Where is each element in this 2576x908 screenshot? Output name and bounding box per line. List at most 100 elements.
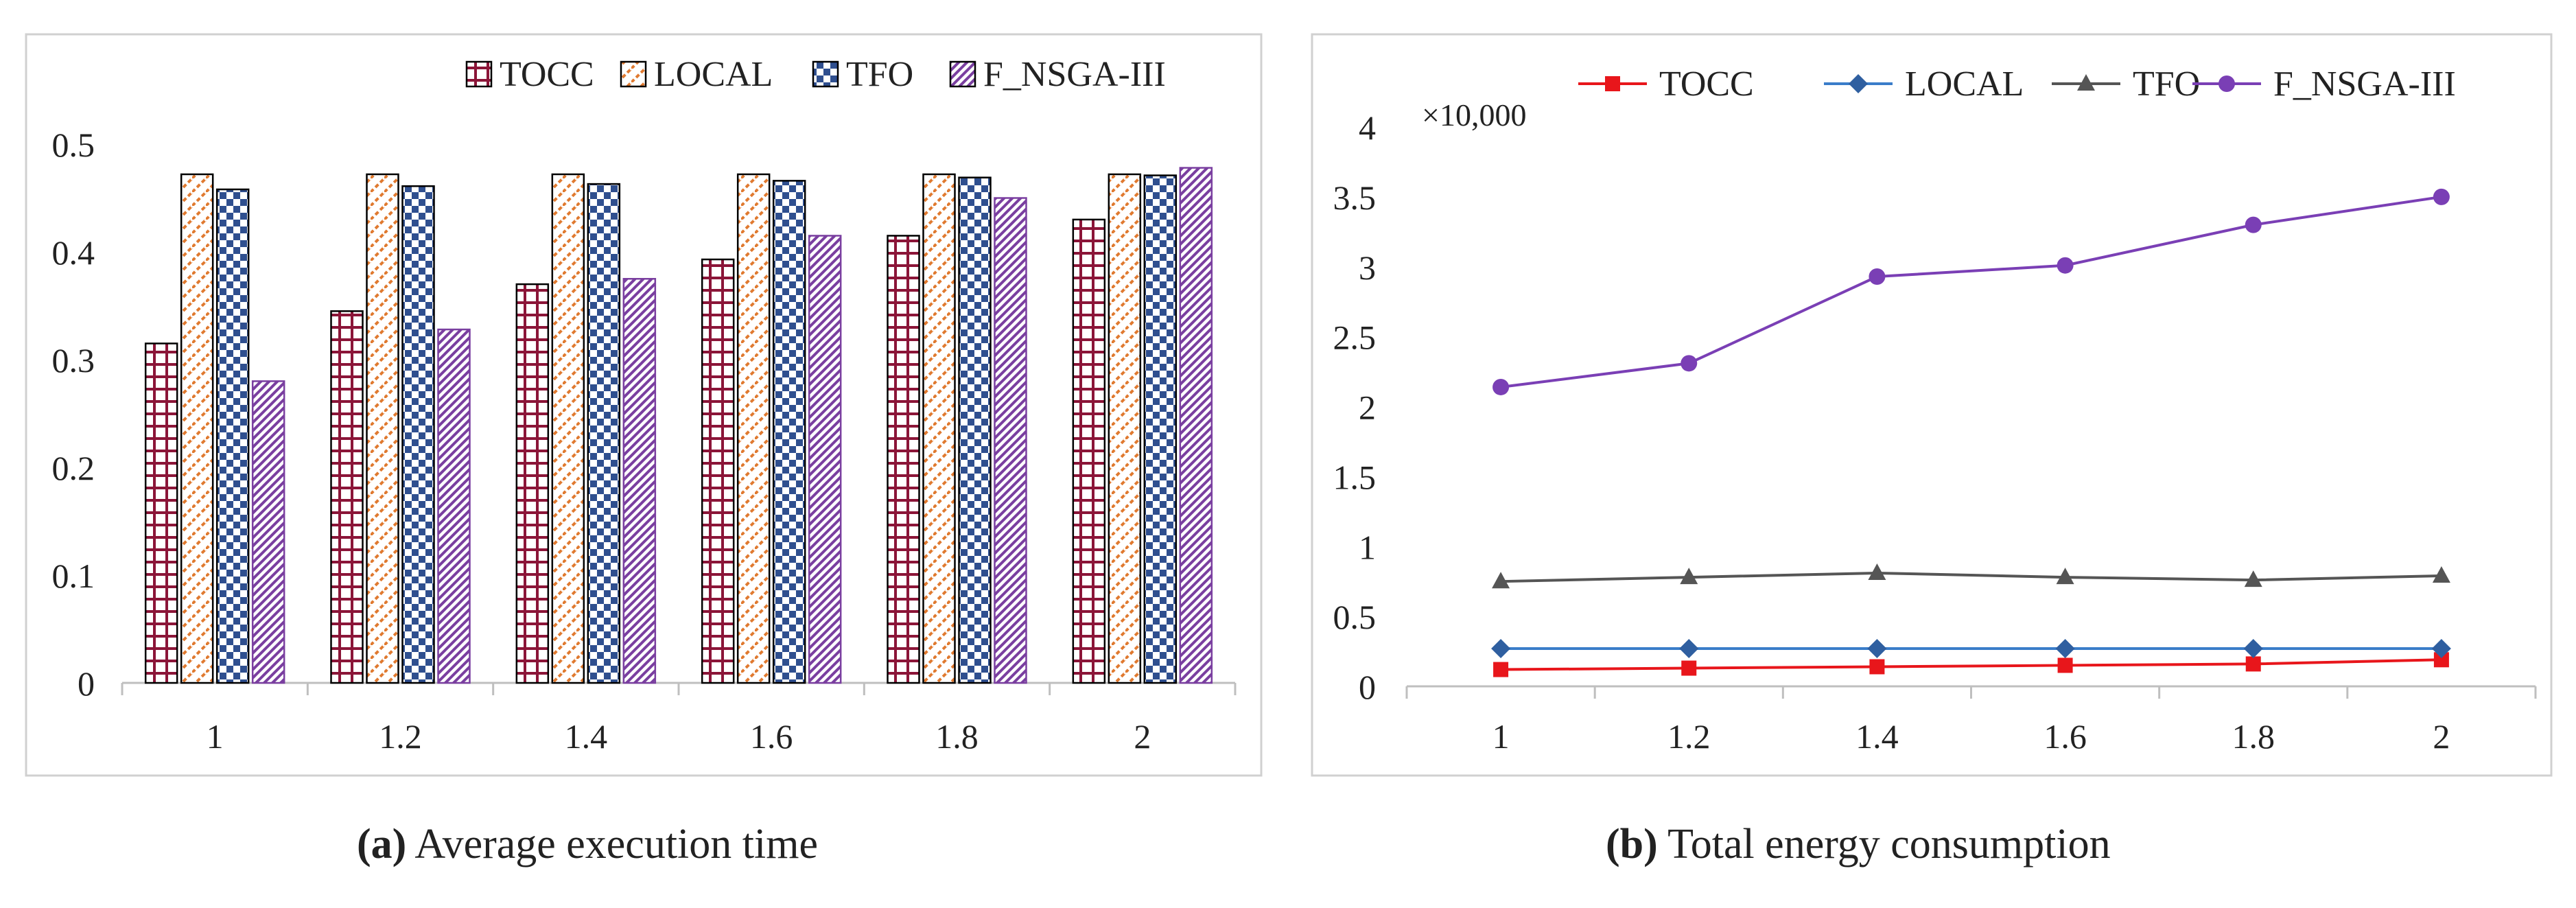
bar-tocc [144,342,178,684]
y-tick-label: 0.5 [1333,598,1377,636]
bar-local [551,173,585,684]
legend-swatch-f-nsga-iii [949,60,976,88]
bar-local [366,173,399,684]
caption-a-label: (a) [357,821,407,868]
x-tick-label: 1 [1492,717,1510,756]
x-tick-label: 1.2 [1667,717,1711,756]
y-tick-label: 0.3 [52,341,95,380]
point-f-nsga-iii [2245,216,2262,233]
y-tick-label: 2.5 [1333,318,1377,357]
x-tick-label: 1.4 [565,717,608,756]
legend-marker-tocc [1605,76,1620,91]
bar-tfo [772,180,806,684]
legend-label-local: LOCAL [1905,65,2024,104]
point-local [2055,638,2075,658]
line-f-nsga-iii [1500,195,2442,388]
point-f-nsga-iii [1869,268,1886,286]
bar-tfo [1143,174,1178,684]
bar-f-nsga-iii [1179,167,1213,684]
legend-label-f-nsga-iii: F_NSGA-III [983,55,1166,94]
y-tick-label: 0.2 [52,449,95,487]
x-tick-label: 1.8 [2232,717,2275,756]
legend-label-local: LOCAL [654,55,773,94]
point-tocc [2245,656,2261,672]
point-f-nsga-iii [1492,378,1510,395]
point-tocc [1681,660,1697,676]
x-tick-label: 1.2 [379,717,422,756]
bar-tocc [515,283,550,684]
y-tick-label: 0.5 [52,126,95,164]
y-tick-label: 1.5 [1333,458,1377,496]
legend-marker-f-nsga-iii [2218,75,2235,92]
x-tick-label: 1.8 [935,717,979,756]
y-tick-label: 0.1 [52,557,95,595]
point-f-nsga-iii [2433,188,2450,205]
legend-swatch-tocc [465,60,493,88]
point-tocc [2057,657,2073,673]
bar-tocc [701,258,735,684]
bar-tfo [587,183,621,684]
y-tick-label: 3 [1359,248,1376,287]
x-tick-label: 2 [2433,717,2450,756]
legend-label-tfo: TFO [846,55,913,94]
point-local [1491,638,1511,658]
bar-f-nsga-iii [808,235,842,684]
point-f-nsga-iii [2057,257,2074,274]
y-tick-label: 4 [1359,108,1376,147]
x-tick-label: 1.6 [2044,717,2087,756]
x-tick-label: 1.6 [750,717,793,756]
bar-tocc [330,310,364,684]
y-tick-label: 0 [78,664,95,703]
point-f-nsga-iii [1681,355,1698,372]
point-tfo [1680,568,1698,585]
bar-f-nsga-iii [251,380,285,684]
y-tick-label: 0 [1359,668,1376,706]
bar-f-nsga-iii [622,278,657,684]
caption-b-text: Total energy consumption [1667,821,2111,868]
x-tick-label: 1.4 [1855,717,1899,756]
line-chart-energy-consumption: 0 0.5 1 1.5 2 2.5 3 3.5 4 ×10,000 1 1.2 1.4 1.6 1.8 2 TO… [1333,65,2537,756]
point-local [1867,638,1887,658]
bar-tfo [401,185,435,684]
caption-a-text: Average execution time [414,821,818,868]
y-tick-label: 0.4 [52,233,95,272]
bar-tocc [1072,218,1106,684]
legend-marker-local [1849,74,1868,93]
caption-b-label: (b) [1606,821,1658,868]
x-tick-label: 1 [207,717,224,756]
bar-tfo [958,176,992,684]
caption-a: (a) Average execution time [357,820,818,889]
point-tfo [2056,568,2074,585]
point-local [2431,638,2451,658]
bar-local [922,173,956,684]
point-tfo [1492,572,1510,589]
x-tick-label: 2 [1134,717,1151,756]
bar-f-nsga-iii [437,328,471,684]
point-tfo [2432,566,2450,583]
y-tick-label: 1 [1359,528,1376,566]
multiplier-label: ×10,000 [1422,97,1526,132]
legend-label-tocc: TOCC [1659,65,1754,104]
bar-tfo [215,188,250,684]
bar-local [736,173,771,684]
point-tfo [2244,570,2262,587]
point-tocc [1869,659,1885,675]
legend-marker-tfo [2077,74,2095,91]
y-tick-label: 3.5 [1333,178,1377,217]
point-local [1679,638,1699,658]
caption-b: (b) Total energy consumption [1606,820,2111,889]
point-tocc [1493,662,1509,677]
panel-b-frame [1311,33,2553,777]
point-local [2243,638,2263,658]
bar-chart-execution-time: 0 0.1 0.2 0.3 0.4 0.5 1 1.2 1.4 1.6 1.8 2 TOCC LOCAL T… [52,55,1237,756]
legend-swatch-local [620,60,647,88]
bar-tocc [887,235,920,684]
bar-local [180,173,214,684]
point-tfo [1868,563,1886,580]
bar-f-nsga-iii [994,197,1027,684]
legend-label-tfo: TFO [2133,65,2200,104]
line-tfo [1501,571,2442,583]
point-tocc [2433,652,2449,668]
legend-label-f-nsga-iii: F_NSGA-III [2273,65,2456,104]
